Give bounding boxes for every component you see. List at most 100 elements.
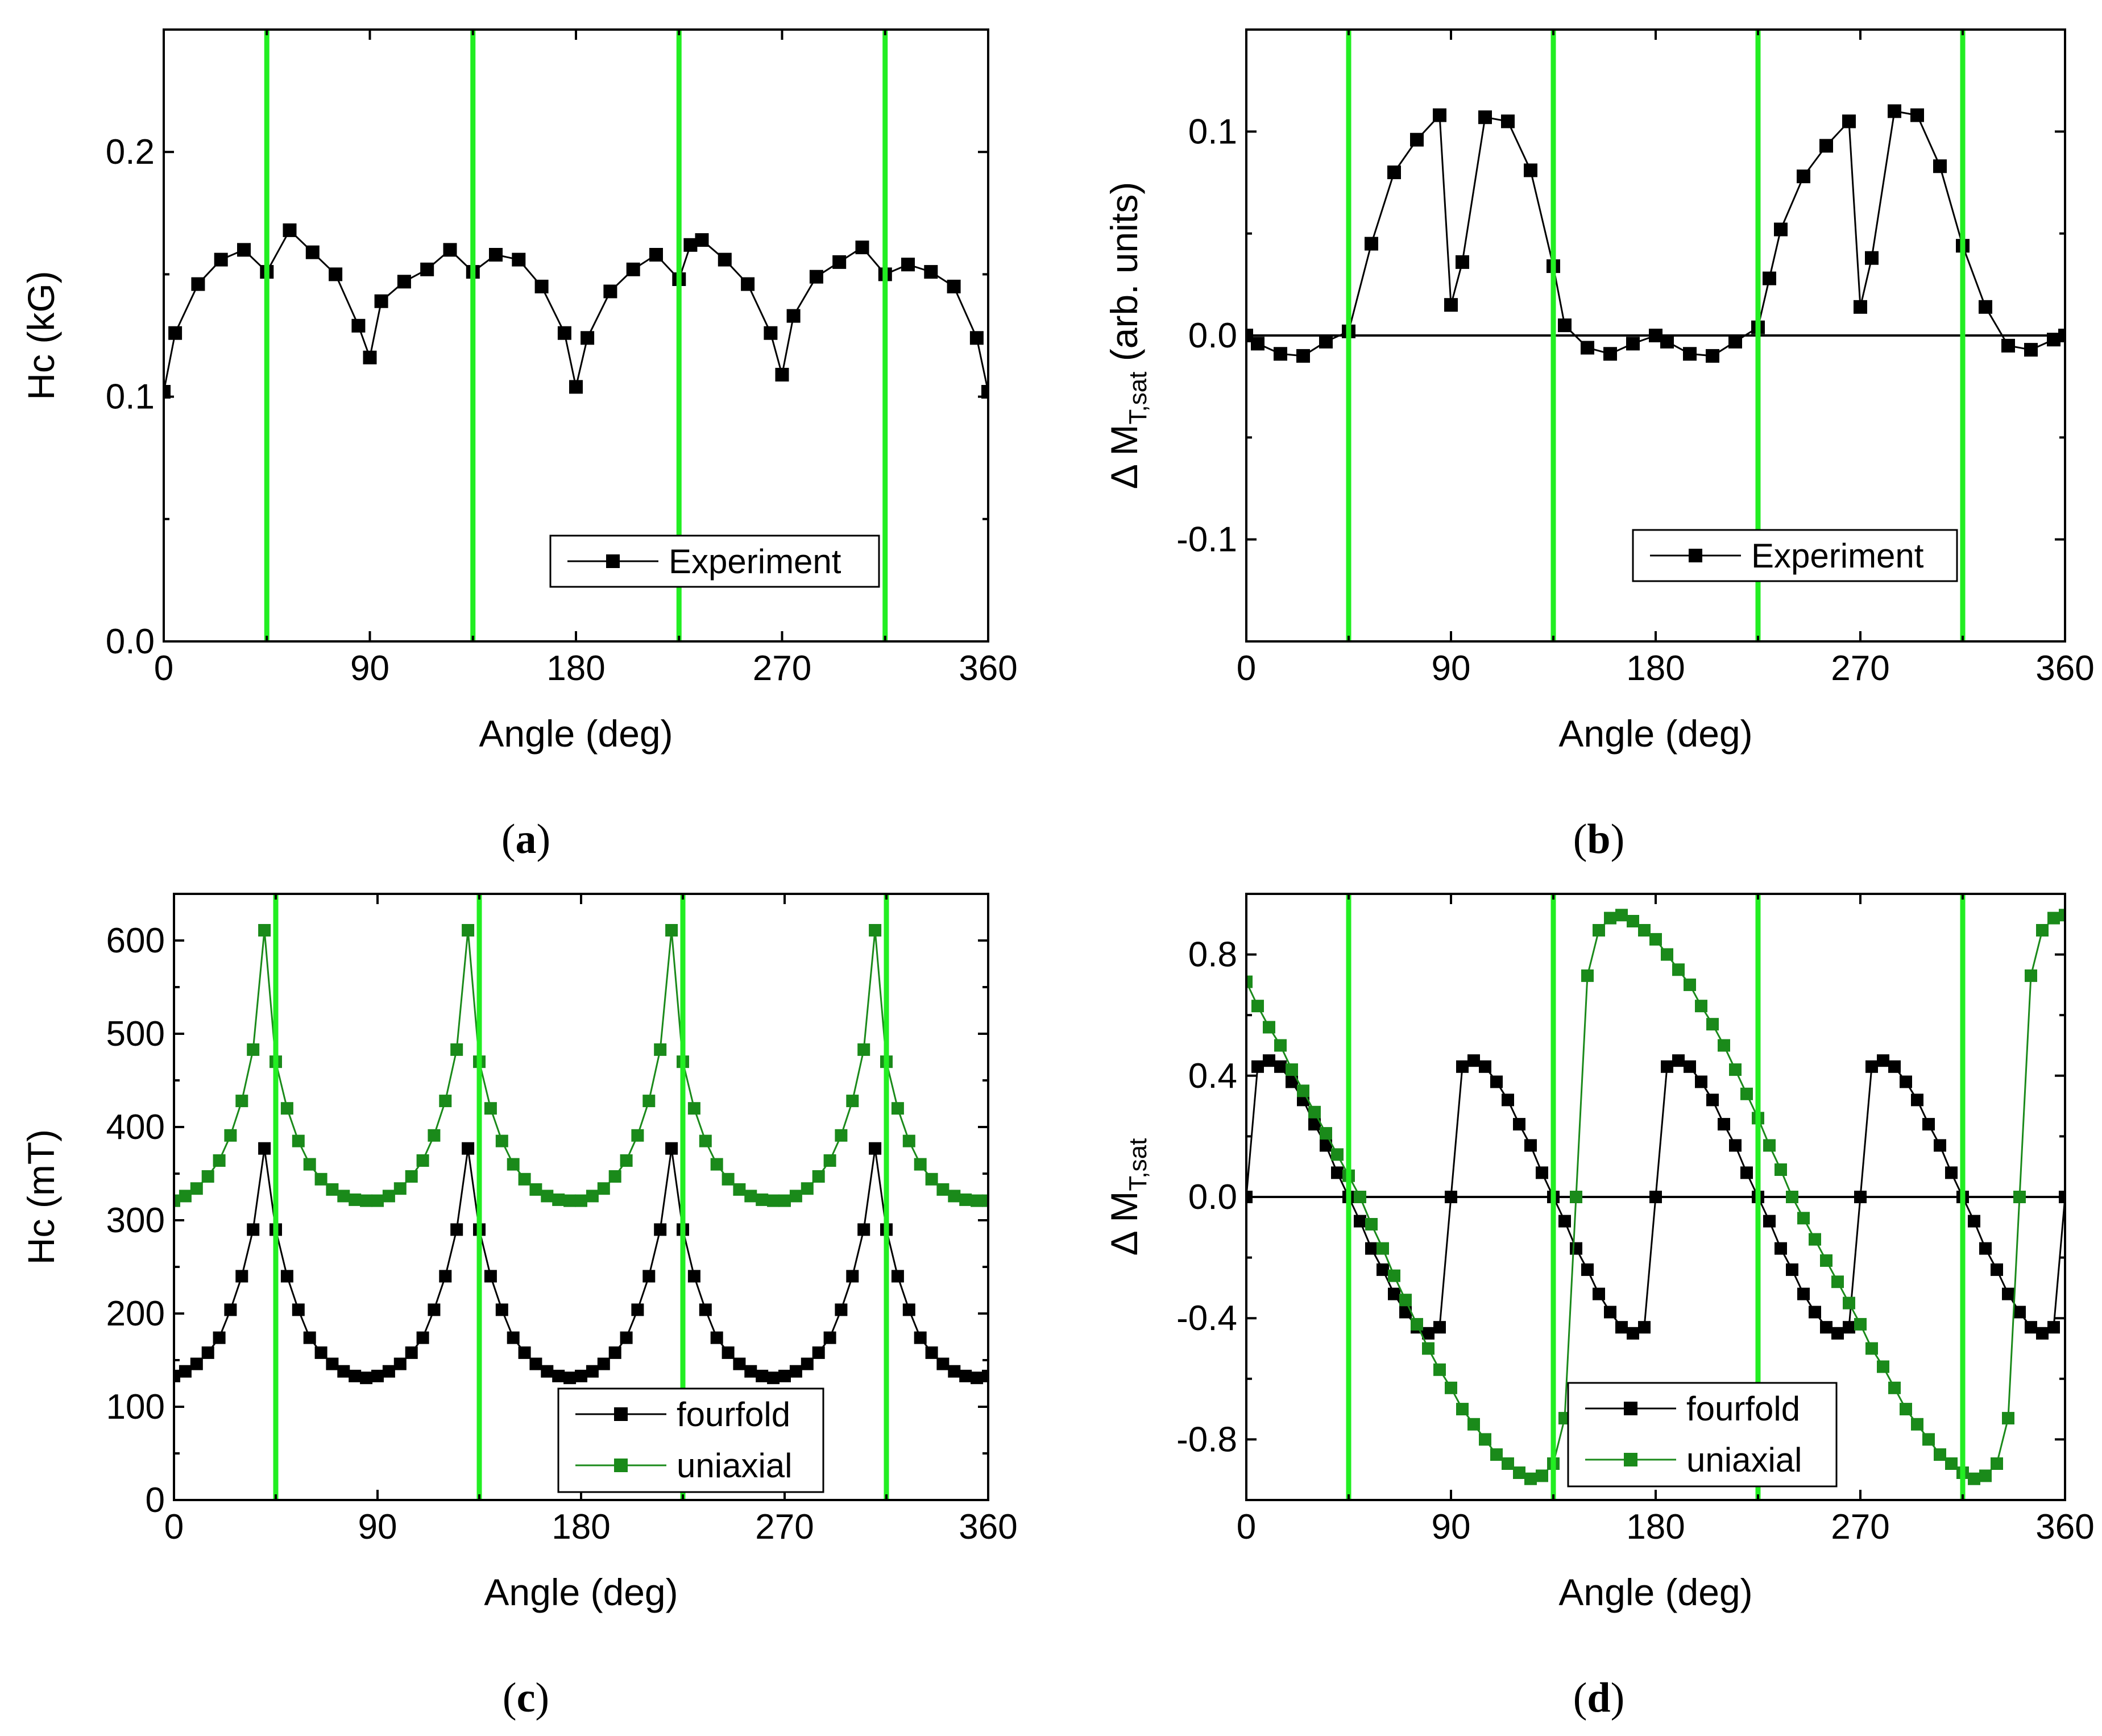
panel-label-d: (d) [1573, 1675, 1624, 1721]
data-point-Experiment [329, 267, 343, 281]
data-point-fourfold [857, 1223, 870, 1236]
x-tick-label: 90 [358, 1507, 397, 1547]
data-point-uniaxial [1604, 911, 1616, 925]
data-point-Experiment [1979, 300, 1992, 314]
y-axis-label: Δ MT,sat [1103, 1138, 1152, 1256]
data-point-fourfold [2002, 1287, 2014, 1300]
data-point-uniaxial [280, 1102, 293, 1115]
data-point-uniaxial [1581, 969, 1594, 982]
data-point-uniaxial [654, 1043, 667, 1056]
data-point-fourfold [2036, 1327, 2049, 1340]
data-point-uniaxial [247, 1043, 260, 1056]
data-point-uniaxial [982, 1194, 988, 1207]
data-point-Experiment [1933, 159, 1947, 173]
data-point-uniaxial [620, 1154, 633, 1167]
data-point-uniaxial [552, 1193, 565, 1206]
data-point-uniaxial [416, 1154, 429, 1167]
y-tick-label: -0.8 [1176, 1420, 1237, 1459]
data-point-uniaxial [869, 924, 882, 937]
data-point-uniaxial [1524, 1472, 1537, 1485]
data-point-Experiment [832, 255, 847, 269]
data-point-fourfold [1763, 1215, 1776, 1228]
data-point-Experiment [764, 326, 778, 340]
series-line-uniaxial [174, 930, 988, 1202]
y-tick-label: 0.0 [1188, 316, 1237, 355]
data-point-uniaxial [1854, 1317, 1867, 1331]
data-point-uniaxial [1263, 1021, 1275, 1034]
data-point-uniaxial [462, 924, 475, 937]
y-tick-label: -0.1 [1176, 520, 1237, 560]
series-line-fourfold [174, 1148, 988, 1379]
data-point-uniaxial [174, 1194, 180, 1207]
data-point-fourfold [1627, 1327, 1639, 1340]
data-point-uniaxial [2002, 1412, 2014, 1425]
data-point-fourfold [1911, 1093, 1923, 1107]
data-point-uniaxial [642, 1095, 656, 1108]
legend-marker [614, 1407, 628, 1421]
data-point-Experiment [1910, 108, 1924, 122]
data-point-uniaxial [2013, 1191, 2026, 1203]
data-point-uniaxial [518, 1172, 531, 1186]
y-axis-label: Δ MT,sat (arb. units) [1103, 182, 1152, 489]
data-point-uniaxial [1763, 1139, 1776, 1152]
data-point-fourfold [1365, 1242, 1378, 1255]
data-point-Experiment [489, 248, 503, 262]
data-point-Experiment [1774, 222, 1788, 237]
plot-area-a [164, 30, 988, 641]
data-point-Experiment [1819, 139, 1833, 153]
data-point-uniaxial [891, 1102, 904, 1115]
legend: fourfold uniaxial [1567, 1382, 1838, 1488]
data-point-Experiment [191, 277, 205, 291]
data-point-Experiment [981, 385, 988, 399]
data-point-fourfold [1581, 1263, 1594, 1276]
data-point-uniaxial [1797, 1212, 1810, 1225]
data-point-uniaxial [314, 1172, 327, 1186]
data-point-Experiment [1444, 298, 1458, 312]
data-point-fourfold [1604, 1306, 1616, 1319]
y-axis-label: Hc (kG) [20, 271, 62, 400]
data-point-fourfold [1536, 1166, 1548, 1179]
data-point-fourfold [1877, 1054, 1889, 1067]
data-point-uniaxial [1490, 1448, 1503, 1461]
data-point-fourfold [1809, 1306, 1821, 1319]
data-point-uniaxial [936, 1183, 950, 1196]
chart-d: 0 90 180 270 360 -0.8 -0.4 0.0 0.4 0.8 Angle (deg)… [1103, 893, 2095, 1613]
data-point-Experiment [1456, 255, 1469, 269]
data-point-fourfold [1513, 1118, 1525, 1131]
data-point-uniaxial [1877, 1360, 1889, 1373]
x-axis-label: Angle (deg) [1558, 1571, 1752, 1613]
data-point-uniaxial [665, 924, 678, 937]
legend-marker [606, 554, 620, 568]
data-point-uniaxial [722, 1172, 735, 1186]
data-point-uniaxial [1865, 1342, 1878, 1355]
data-point-fourfold [801, 1357, 814, 1370]
data-point-Experiment [809, 270, 823, 284]
legend-marker [614, 1459, 628, 1472]
data-point-fourfold [326, 1357, 339, 1370]
data-point-fourfold [1422, 1327, 1434, 1340]
data-point-fourfold [1740, 1166, 1753, 1179]
data-point-uniaxial [1809, 1233, 1821, 1246]
data-point-fourfold [914, 1331, 927, 1344]
data-point-fourfold [1490, 1075, 1503, 1088]
data-point-fourfold [1979, 1242, 1992, 1255]
data-point-fourfold [1706, 1093, 1719, 1107]
data-point-fourfold [2025, 1321, 2037, 1334]
series-line-Experiment [1246, 110, 2065, 357]
data-point-Experiment [1274, 347, 1287, 361]
data-point-uniaxial [563, 1194, 577, 1207]
x-tick-label: 0 [1237, 649, 1256, 688]
data-point-fourfold [665, 1142, 678, 1155]
data-point-fourfold [1354, 1215, 1366, 1228]
y-tick-label: 0.1 [1188, 112, 1237, 151]
legend-marker [1689, 549, 1702, 562]
data-point-uniaxial [575, 1194, 587, 1207]
data-point-uniaxial [1308, 1105, 1321, 1118]
data-point-fourfold [982, 1369, 988, 1382]
data-point-uniaxial [428, 1129, 441, 1142]
y-tick-label: 200 [106, 1294, 165, 1333]
data-point-fourfold [1320, 1139, 1332, 1152]
data-point-Experiment [1626, 337, 1640, 351]
data-point-uniaxial [1331, 1148, 1344, 1161]
data-point-fourfold [1308, 1118, 1321, 1131]
